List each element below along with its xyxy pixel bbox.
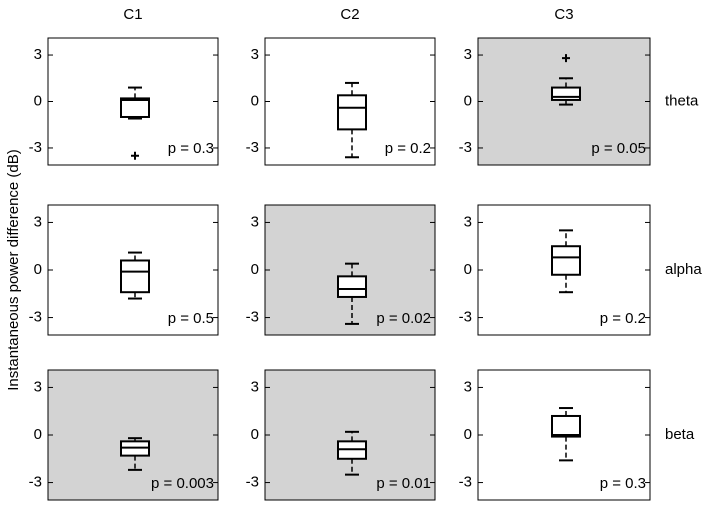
y-tick-label: 3 bbox=[251, 46, 259, 63]
p-value-annotation: p = 0.2 bbox=[385, 140, 431, 157]
y-tick-label: -3 bbox=[459, 309, 472, 326]
row-label: alpha bbox=[665, 261, 702, 278]
row-label: beta bbox=[665, 426, 695, 443]
box bbox=[551, 86, 581, 101]
y-tick-label: -3 bbox=[29, 309, 42, 326]
y-tick-label: -3 bbox=[29, 139, 42, 156]
y-tick-label: 3 bbox=[34, 213, 42, 230]
y-tick-label: -3 bbox=[29, 474, 42, 491]
p-value-annotation: p = 0.5 bbox=[168, 310, 214, 327]
y-tick-label: 3 bbox=[34, 378, 42, 395]
y-tick-label: 0 bbox=[34, 261, 42, 278]
y-tick-label: -3 bbox=[246, 474, 259, 491]
box bbox=[551, 245, 581, 276]
row-label: theta bbox=[665, 92, 699, 109]
y-tick-label: 3 bbox=[464, 46, 472, 63]
y-tick-label: 0 bbox=[34, 426, 42, 443]
column-title: C1 bbox=[123, 6, 142, 23]
y-tick-label: 0 bbox=[464, 92, 472, 109]
column-title: C3 bbox=[554, 6, 573, 23]
y-tick-label: 3 bbox=[464, 378, 472, 395]
box bbox=[337, 94, 367, 131]
panel-frame bbox=[264, 204, 436, 336]
y-tick-label: -3 bbox=[246, 309, 259, 326]
y-tick-label: 0 bbox=[251, 426, 259, 443]
y-tick-label: 0 bbox=[464, 426, 472, 443]
y-tick-label: 0 bbox=[464, 261, 472, 278]
y-axis-label: Instantaneous power difference (dB) bbox=[5, 149, 22, 391]
panel-frame bbox=[477, 37, 651, 166]
panel-frame bbox=[264, 369, 436, 501]
outlier bbox=[131, 151, 139, 160]
p-value-annotation: p = 0.003 bbox=[151, 475, 214, 492]
y-tick-label: 0 bbox=[251, 261, 259, 278]
column-title: C2 bbox=[340, 6, 359, 23]
y-tick-label: -3 bbox=[459, 139, 472, 156]
y-tick-label: 3 bbox=[464, 213, 472, 230]
y-tick-label: 3 bbox=[251, 213, 259, 230]
box bbox=[120, 259, 150, 294]
outlier bbox=[562, 54, 570, 63]
y-tick-label: 3 bbox=[34, 46, 42, 63]
y-tick-label: 0 bbox=[34, 92, 42, 109]
box bbox=[120, 97, 150, 118]
y-tick-label: -3 bbox=[459, 474, 472, 491]
box bbox=[551, 414, 581, 438]
y-tick-label: 0 bbox=[251, 92, 259, 109]
y-tick-label: 3 bbox=[251, 378, 259, 395]
p-value-annotation: p = 0.3 bbox=[168, 140, 214, 157]
p-value-annotation: p = 0.2 bbox=[600, 310, 646, 327]
p-value-annotation: p = 0.05 bbox=[591, 140, 646, 157]
y-tick-label: -3 bbox=[246, 139, 259, 156]
box bbox=[337, 275, 367, 298]
p-value-annotation: p = 0.02 bbox=[376, 310, 431, 327]
p-value-annotation: p = 0.01 bbox=[376, 475, 431, 492]
p-value-annotation: p = 0.3 bbox=[600, 475, 646, 492]
